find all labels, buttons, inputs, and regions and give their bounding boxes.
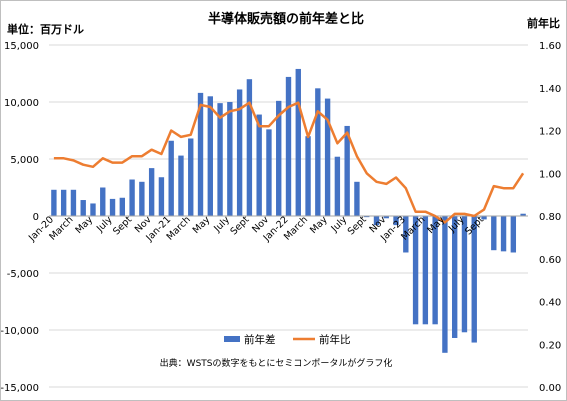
bar-前年差-40 <box>442 216 448 353</box>
bar-前年差-43 <box>471 216 477 343</box>
bar-前年差-16 <box>207 96 213 216</box>
x-tick-label: July <box>329 214 350 235</box>
x-tick-label: Sept <box>111 214 134 237</box>
bar-前年差-15 <box>197 92 204 216</box>
bar-前年差-3 <box>80 200 86 216</box>
bar-前年差-5 <box>100 187 106 216</box>
x-tick-label: Sept <box>228 214 251 237</box>
x-tick-label: July <box>94 214 115 235</box>
bar-前年差-10 <box>148 168 155 216</box>
bar-前年差-12 <box>168 140 174 216</box>
bar-前年差-38 <box>422 216 429 325</box>
bar-前年差-28 <box>324 98 331 216</box>
x-tick-label: Sept <box>346 214 369 237</box>
bar-前年差-35 <box>393 216 399 226</box>
bar-前年差-34 <box>383 216 389 219</box>
right-tick-label: 0.80 <box>539 212 561 223</box>
bar-前年差-9 <box>139 181 145 216</box>
bar-series-前年差 <box>51 68 526 353</box>
bar-前年差-7 <box>119 197 126 216</box>
bar-前年差-11 <box>158 177 165 216</box>
bar-前年差-36 <box>403 216 409 253</box>
bar-前年差-33 <box>373 216 380 226</box>
bar-前年差-26 <box>305 136 311 216</box>
x-tick-label: May <box>73 214 95 236</box>
bar-前年差-24 <box>285 76 292 216</box>
bar-前年差-46 <box>500 216 507 252</box>
right-tick-label: 1.60 <box>539 41 561 52</box>
x-tick-label: May <box>191 214 213 236</box>
bar-前年差-30 <box>344 125 350 216</box>
right-tick-label: 0.60 <box>539 255 561 266</box>
bar-前年差-21 <box>256 114 262 216</box>
left-tick-label: -10,000 <box>1 326 39 337</box>
legend-label-前年比: 前年比 <box>319 333 351 346</box>
bar-前年差-25 <box>295 68 301 216</box>
chart-title: 半導体販売額の前年差と比 <box>208 11 364 27</box>
bar-前年差-6 <box>109 198 116 216</box>
left-axis-ticks: 15,000 10,000 5,000 0 -5,000 -10,000 -15,000 <box>1 41 39 394</box>
bar-前年差-48 <box>520 213 526 216</box>
bar-前年差-17 <box>217 103 223 216</box>
bar-前年差-29 <box>334 156 341 216</box>
bar-前年差-39 <box>432 216 438 325</box>
bar-前年差-37 <box>412 216 419 325</box>
bar-前年差-1 <box>60 189 67 216</box>
bar-前年差-19 <box>236 89 243 216</box>
left-axis-unit-label: 単位：百万ドル <box>7 22 84 36</box>
source-note: 出典：WSTSの数字をもとにセミコンポータルがグラフ化 <box>160 357 393 369</box>
right-axis-ticks: 1.60 1.40 1.20 1.00 0.80 0.60 0.40 0.20 0.00 <box>539 41 561 394</box>
legend-swatch-前年差 <box>224 336 240 342</box>
bar-前年差-2 <box>70 189 77 216</box>
right-tick-label: 1.40 <box>539 84 561 95</box>
right-axis-unit-label: 前年比 <box>527 16 560 30</box>
bar-前年差-0 <box>51 189 57 216</box>
bar-前年差-8 <box>129 179 135 216</box>
right-tick-label: 1.20 <box>539 127 561 138</box>
bar-前年差-18 <box>227 102 233 216</box>
left-tick-label: 10,000 <box>4 98 39 109</box>
bar-前年差-47 <box>510 216 517 253</box>
right-tick-label: 0.20 <box>539 340 561 351</box>
right-tick-label: 0.00 <box>539 383 561 394</box>
left-tick-label: 5,000 <box>10 155 39 166</box>
bar-前年差-41 <box>451 216 458 338</box>
bar-前年差-14 <box>188 138 194 216</box>
bar-前年差-23 <box>276 100 282 216</box>
bar-前年差-31 <box>354 181 360 216</box>
right-tick-label: 0.40 <box>539 298 561 309</box>
bar-前年差-27 <box>315 88 321 216</box>
left-tick-label: 15,000 <box>4 41 39 52</box>
bar-前年差-45 <box>491 216 497 251</box>
x-tick-label: May <box>308 214 330 236</box>
legend-label-前年差: 前年差 <box>244 333 276 346</box>
bar-前年差-32 <box>364 216 370 218</box>
right-tick-label: 1.00 <box>539 169 561 180</box>
legend: 前年差 前年比 <box>224 333 351 346</box>
bar-前年差-4 <box>90 203 96 216</box>
line-series-前年比 <box>53 101 525 224</box>
bar-前年差-22 <box>266 129 272 216</box>
bar-前年差-13 <box>178 155 184 216</box>
left-tick-label: -15,000 <box>1 383 39 394</box>
left-tick-label: 0 <box>33 212 39 223</box>
bar-前年差-42 <box>461 216 468 333</box>
x-tick-label: July <box>211 214 232 235</box>
line-前年比 <box>53 101 525 224</box>
left-tick-label: -5,000 <box>7 269 39 280</box>
bar-前年差-20 <box>246 79 253 216</box>
bar-前年差-44 <box>481 216 487 220</box>
